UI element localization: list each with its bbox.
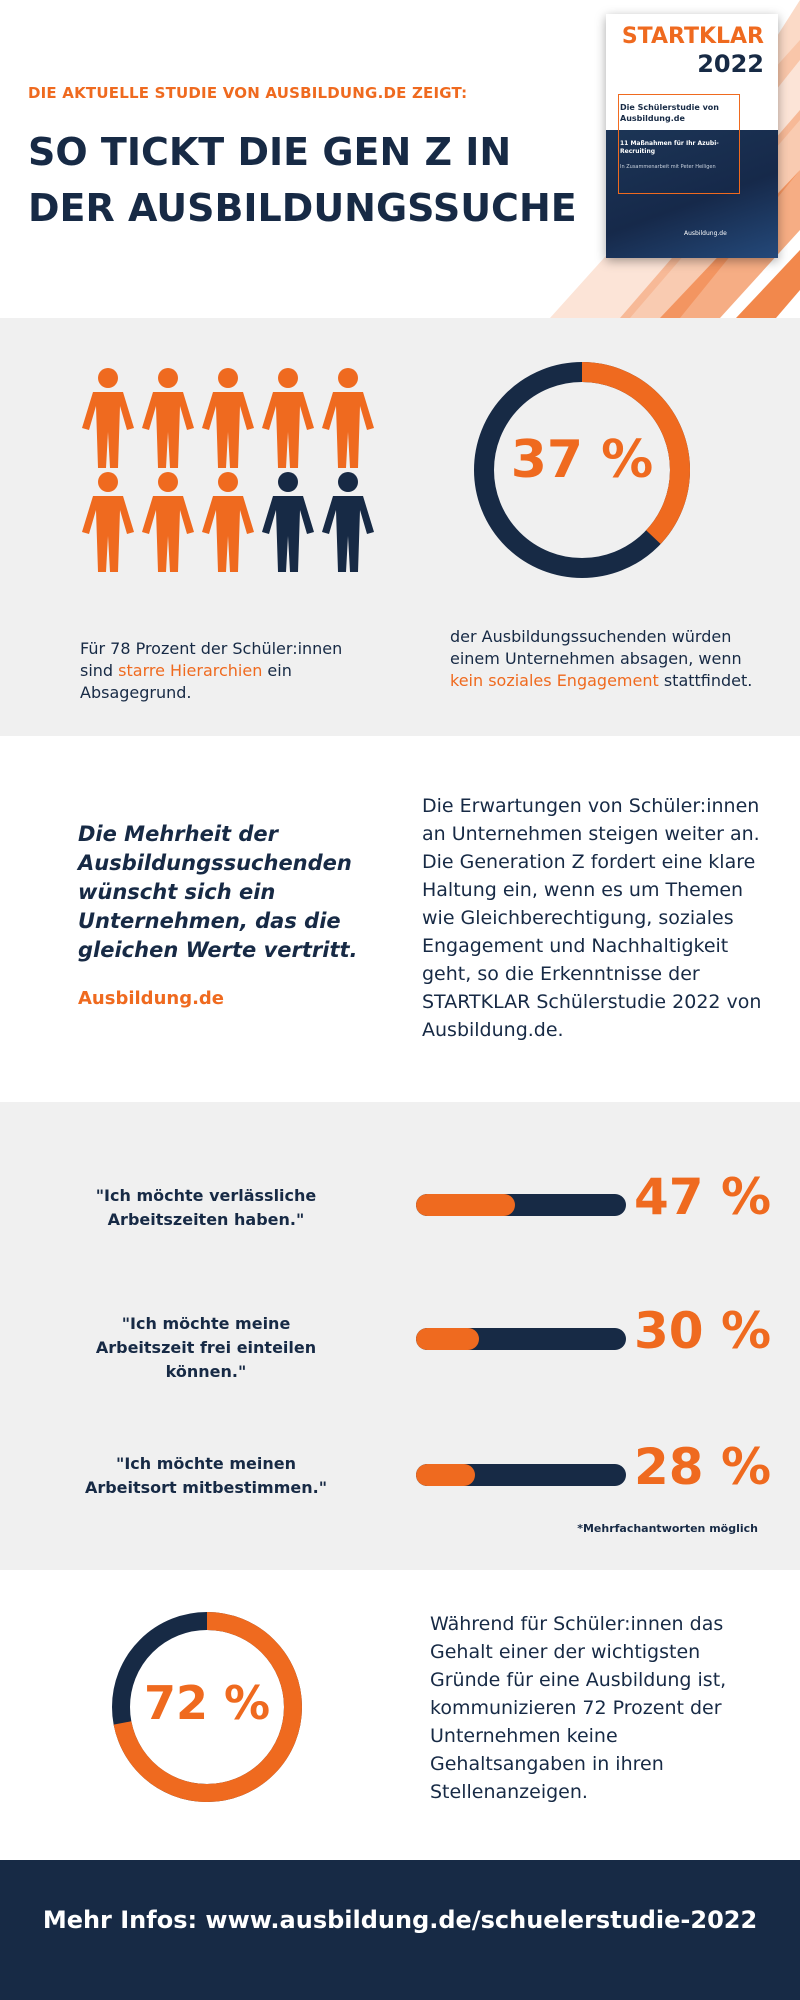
bar-row-reliable-hours: "Ich möchte verlässliche Arbeitszeiten h…: [0, 1168, 800, 1284]
quote-body-text: Die Erwartungen von Schüler:innen an Unt…: [422, 795, 762, 1041]
person-icon: [82, 472, 134, 572]
person-icon: [142, 472, 194, 572]
donut-chart-72: [112, 1612, 302, 1802]
bar-track: [416, 1464, 626, 1486]
person-icon: [262, 368, 314, 468]
person-icon: [202, 368, 254, 468]
bar-row-flexible-hours: "Ich möchte meine Arbeitszeit frei einte…: [0, 1302, 800, 1418]
quote-text: Die Mehrheit der Ausbildungssuchenden wü…: [78, 822, 358, 962]
bar-fill: [416, 1328, 479, 1350]
footnote: *Mehrfachantworten möglich: [577, 1522, 758, 1535]
people-icon-grid: [82, 368, 374, 572]
footer-link-text[interactable]: Mehr Infos: www.ausbildung.de/schuelerst…: [42, 1906, 758, 1934]
cover-background: [606, 130, 778, 258]
cover-subtitle: Die Schülerstudie von Ausbildung.de: [620, 103, 719, 123]
bar-percentage: 47 %: [634, 1168, 772, 1226]
cover-frame: [618, 94, 740, 194]
cover-title: STARTKLAR: [621, 24, 764, 49]
cover-logo: Ausbildung.de: [684, 230, 727, 237]
bars-section: "Ich möchte verlässliche Arbeitszeiten h…: [0, 1102, 800, 1570]
donut-72-label: 72 %: [143, 1676, 271, 1730]
cover-line-2: In Zusammenarbeit mit Peter Heiligen: [620, 164, 716, 170]
person-icon: [142, 368, 194, 468]
header-section: DIE AKTUELLE STUDIE VON AUSBILDUNG.DE ZE…: [0, 0, 800, 318]
engagement-text-highlight: kein soziales Engagement: [450, 671, 659, 690]
header-kicker: DIE AKTUELLE STUDIE VON AUSBILDUNG.DE ZE…: [28, 84, 468, 102]
person-icon: [322, 368, 374, 468]
donut-37-arc: [474, 362, 690, 578]
bar-track: [416, 1328, 626, 1350]
engagement-text-after: stattfindet.: [658, 671, 753, 690]
cover-year: 2022: [697, 50, 764, 78]
person-icon: [82, 368, 134, 468]
study-cover-image: STARTKLAR 2022 Die Schülerstudie von Aus…: [606, 14, 778, 258]
bar-label: "Ich möchte meinen Arbeitsort mitbestimm…: [84, 1454, 328, 1497]
hierarchy-text-after: ein Absagegrund.: [80, 661, 292, 702]
engagement-stat-text: der Ausbildungssuchenden würden einem Un…: [450, 626, 760, 692]
bar-row-work-location: "Ich möchte meinen Arbeitsort mitbestimm…: [0, 1438, 800, 1554]
bar-label: "Ich möchte verlässliche Arbeitszeiten h…: [95, 1186, 317, 1229]
hierarchy-text-before: Für 78 Prozent der Schüler:innen sind: [80, 639, 343, 680]
bar-fill: [416, 1194, 515, 1216]
bar-label: "Ich möchte meine Arbeitszeit frei einte…: [95, 1314, 317, 1381]
quote-source: Ausbildung.de: [78, 988, 225, 1009]
bar-percentage: 30 %: [634, 1302, 772, 1360]
donut-chart-37: [474, 362, 690, 578]
stats-section: 37 % Für 78 Prozent der Schüler:innen si…: [0, 318, 800, 736]
page-title: SO TICKT DIE GEN Z IN DER AUSBILDUNGSSUC…: [28, 130, 577, 230]
person-icon: [202, 472, 254, 572]
engagement-text-before: der Ausbildungssuchenden würden einem Un…: [450, 627, 742, 668]
donut-72-arc: [112, 1612, 302, 1802]
donut-37-label: 37 %: [510, 430, 654, 490]
person-icon: [262, 472, 314, 572]
cover-line-1: 11 Maßnahmen für Ihr Azubi-Recruiting: [620, 140, 719, 155]
bar-fill: [416, 1464, 475, 1486]
person-icon: [322, 472, 374, 572]
salary-body-text: Während für Schüler:innen das Gehalt ein…: [430, 1613, 727, 1803]
bar-percentage: 28 %: [634, 1438, 772, 1496]
footer: Mehr Infos: www.ausbildung.de/schuelerst…: [0, 1860, 800, 2000]
hierarchy-text-highlight: starre Hierarchien: [118, 661, 263, 680]
salary-section: 72 % Während für Schüler:innen das Gehal…: [0, 1570, 800, 1860]
quote-section: Die Mehrheit der Ausbildungssuchenden wü…: [0, 736, 800, 1102]
bar-track: [416, 1194, 626, 1216]
hierarchy-stat-text: Für 78 Prozent der Schüler:innen sind st…: [80, 638, 380, 704]
